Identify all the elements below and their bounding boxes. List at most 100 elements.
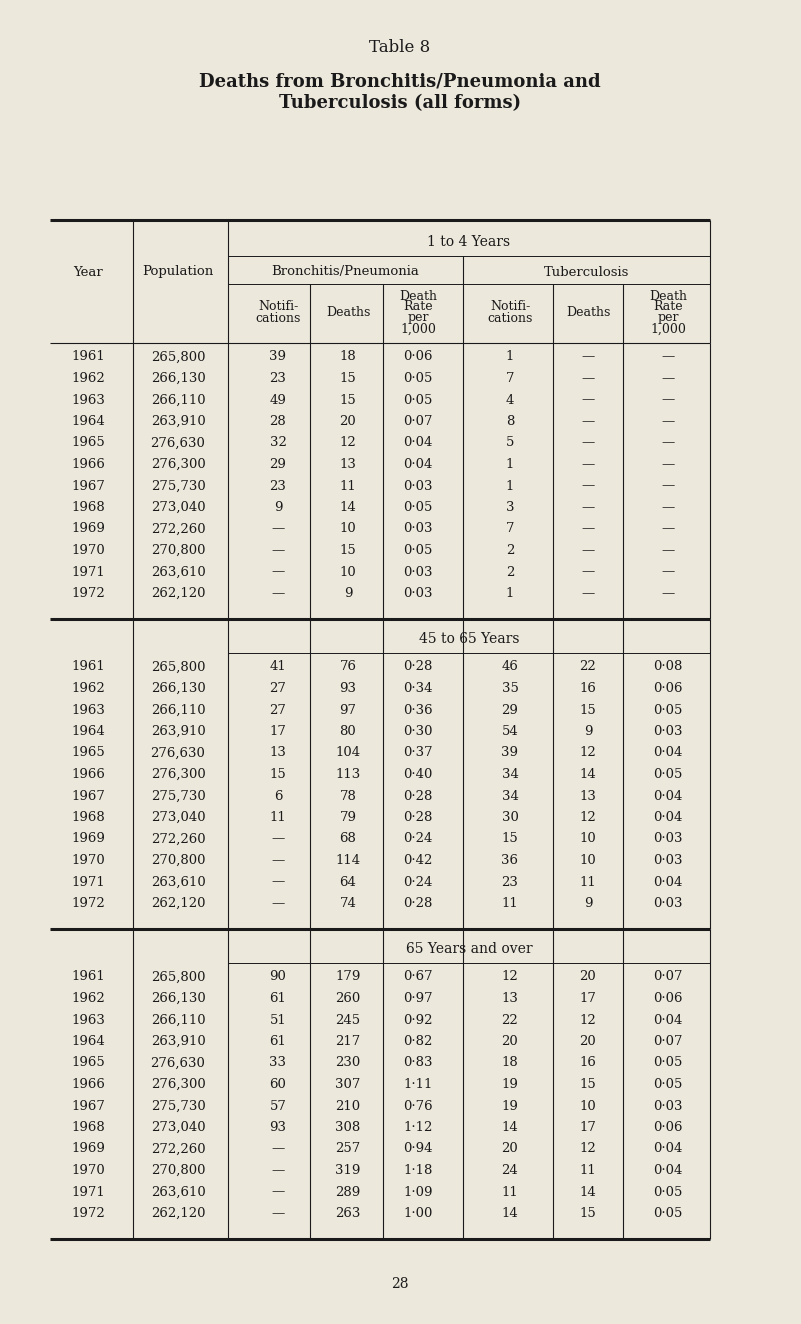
Text: 1967: 1967 [71, 1099, 105, 1112]
Text: Population: Population [143, 266, 214, 278]
Text: 276,300: 276,300 [151, 458, 205, 471]
Text: —: — [272, 587, 284, 600]
Text: 10: 10 [340, 565, 356, 579]
Text: 0·03: 0·03 [654, 1099, 682, 1112]
Text: 1: 1 [505, 479, 514, 493]
Text: 7: 7 [505, 372, 514, 385]
Text: 265,800: 265,800 [151, 661, 205, 674]
Text: 263,610: 263,610 [151, 565, 205, 579]
Text: 0·37: 0·37 [403, 747, 433, 760]
Text: Table 8: Table 8 [369, 40, 431, 57]
Text: 46: 46 [501, 661, 518, 674]
Text: 0·06: 0·06 [654, 992, 682, 1005]
Text: Notifi-: Notifi- [258, 301, 298, 314]
Text: 17: 17 [270, 726, 287, 737]
Text: 93: 93 [340, 682, 356, 695]
Text: 0·05: 0·05 [654, 1207, 682, 1219]
Text: 15: 15 [501, 833, 518, 846]
Text: 0·83: 0·83 [403, 1057, 433, 1070]
Text: 12: 12 [340, 437, 356, 450]
Text: 270,800: 270,800 [151, 854, 205, 867]
Text: 179: 179 [336, 970, 360, 984]
Text: 32: 32 [270, 437, 287, 450]
Text: 22: 22 [580, 661, 597, 674]
Text: —: — [662, 565, 674, 579]
Text: 49: 49 [270, 393, 287, 406]
Text: 1·00: 1·00 [404, 1207, 433, 1219]
Text: 1969: 1969 [71, 1143, 105, 1156]
Text: 1965: 1965 [71, 1057, 105, 1070]
Text: 0·28: 0·28 [404, 661, 433, 674]
Text: 16: 16 [580, 1057, 597, 1070]
Text: —: — [662, 500, 674, 514]
Text: 20: 20 [501, 1035, 518, 1049]
Text: 80: 80 [340, 726, 356, 737]
Text: 1970: 1970 [71, 544, 105, 557]
Text: 39: 39 [269, 351, 287, 364]
Text: 1964: 1964 [71, 1035, 105, 1049]
Text: 265,800: 265,800 [151, 351, 205, 364]
Text: —: — [662, 351, 674, 364]
Text: 1·09: 1·09 [403, 1185, 433, 1198]
Text: 1,000: 1,000 [400, 323, 436, 335]
Text: 114: 114 [336, 854, 360, 867]
Text: 1962: 1962 [71, 372, 105, 385]
Text: 0·28: 0·28 [404, 789, 433, 802]
Text: 1964: 1964 [71, 414, 105, 428]
Text: 28: 28 [391, 1278, 409, 1291]
Text: 35: 35 [501, 682, 518, 695]
Text: 270,800: 270,800 [151, 1164, 205, 1177]
Text: 15: 15 [340, 372, 356, 385]
Text: 230: 230 [336, 1057, 360, 1070]
Text: 266,130: 266,130 [151, 372, 205, 385]
Text: 1969: 1969 [71, 833, 105, 846]
Text: 29: 29 [501, 703, 518, 716]
Text: Deaths: Deaths [326, 306, 370, 319]
Text: 14: 14 [580, 768, 597, 781]
Text: 0·04: 0·04 [654, 1143, 682, 1156]
Text: 10: 10 [580, 1099, 597, 1112]
Text: 9: 9 [274, 500, 282, 514]
Text: 0·40: 0·40 [404, 768, 433, 781]
Text: 265,800: 265,800 [151, 970, 205, 984]
Text: 276,300: 276,300 [151, 1078, 205, 1091]
Text: 273,040: 273,040 [151, 1121, 205, 1133]
Text: 276,630: 276,630 [151, 437, 205, 450]
Text: 1961: 1961 [71, 661, 105, 674]
Text: Death: Death [649, 290, 687, 302]
Text: 5: 5 [505, 437, 514, 450]
Text: 1·11: 1·11 [404, 1078, 433, 1091]
Text: cations: cations [487, 311, 533, 324]
Text: 3: 3 [505, 500, 514, 514]
Text: —: — [272, 896, 284, 910]
Text: 263,910: 263,910 [151, 1035, 205, 1049]
Text: 0·67: 0·67 [403, 970, 433, 984]
Text: 1,000: 1,000 [650, 323, 686, 335]
Text: 0·34: 0·34 [403, 682, 433, 695]
Text: —: — [582, 565, 594, 579]
Text: 13: 13 [340, 458, 356, 471]
Text: 1 to 4 Years: 1 to 4 Years [428, 234, 510, 249]
Text: 0·30: 0·30 [403, 726, 433, 737]
Text: 307: 307 [336, 1078, 360, 1091]
Text: 1972: 1972 [71, 1207, 105, 1219]
Text: 0·07: 0·07 [654, 1035, 682, 1049]
Text: 10: 10 [580, 833, 597, 846]
Text: 65 Years and over: 65 Years and over [405, 941, 533, 956]
Text: 0·03: 0·03 [654, 726, 682, 737]
Text: 0·28: 0·28 [404, 812, 433, 824]
Text: 15: 15 [580, 703, 597, 716]
Text: 270,800: 270,800 [151, 544, 205, 557]
Text: 275,730: 275,730 [151, 789, 205, 802]
Text: 14: 14 [501, 1121, 518, 1133]
Text: 78: 78 [340, 789, 356, 802]
Text: 12: 12 [580, 812, 597, 824]
Text: 0·04: 0·04 [654, 812, 682, 824]
Text: 266,110: 266,110 [151, 393, 205, 406]
Text: 2: 2 [505, 544, 514, 557]
Text: 0·06: 0·06 [654, 1121, 682, 1133]
Text: 0·05: 0·05 [404, 372, 433, 385]
Text: 0·94: 0·94 [403, 1143, 433, 1156]
Text: 24: 24 [501, 1164, 518, 1177]
Text: 0·03: 0·03 [403, 479, 433, 493]
